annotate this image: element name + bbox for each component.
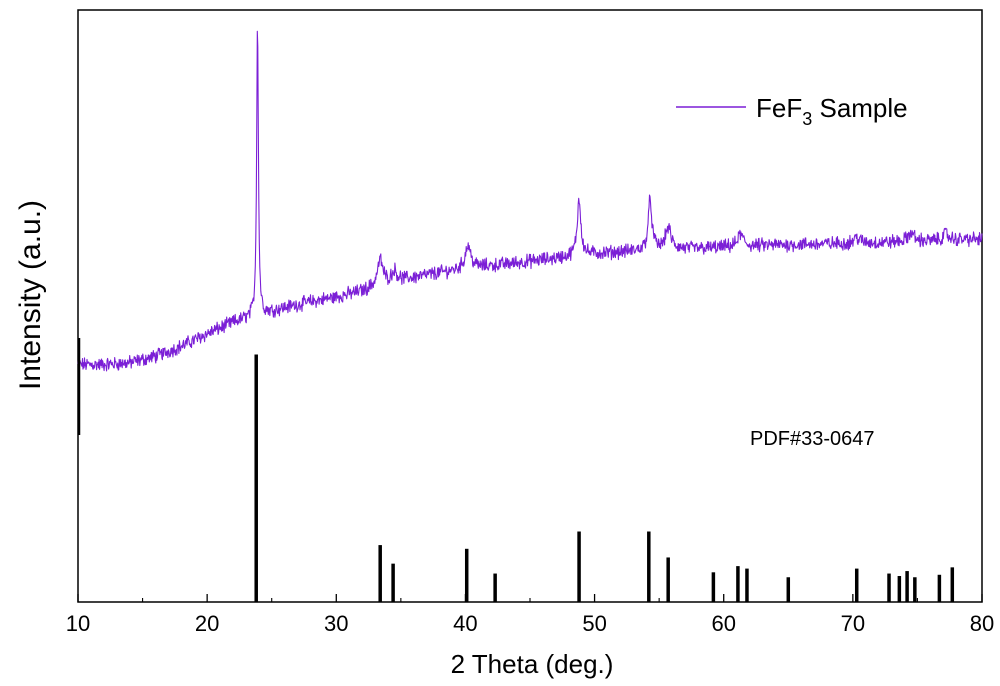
x-tick-label: 50 [582,611,606,636]
legend-subscript: 3 [802,109,812,129]
x-axis: 10 20 30 40 50 60 70 80 [66,594,994,636]
reference-pattern [254,354,955,602]
sample-series-line [77,30,983,372]
x-tick-label: 80 [970,611,994,636]
y-axis-title: Intensity (a.u.) [14,200,47,390]
x-tick-label: 40 [453,611,477,636]
x-tick-label: 20 [195,611,219,636]
x-tick-label: 30 [324,611,348,636]
x-tick-label: 10 [66,611,90,636]
legend-entry-sample: FeF3 Sample [756,93,908,129]
x-tick-label: 60 [711,611,735,636]
legend: FeF3 Sample [676,93,908,129]
x-tick-label: 70 [841,611,865,636]
sample-pattern [77,30,983,372]
reference-label: PDF#33-0647 [750,428,875,450]
x-axis-title: 2 Theta (deg.) [451,649,614,679]
